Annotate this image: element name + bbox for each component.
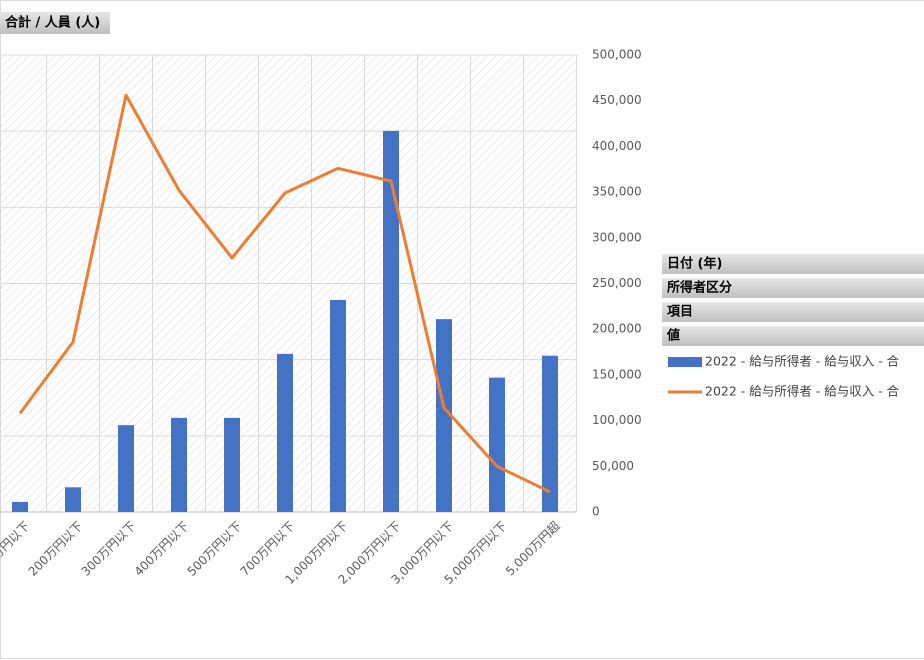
x-tick-label: 5,000万円超 [502,518,562,578]
bar [277,353,293,512]
bar [118,425,134,512]
bar [224,417,240,512]
bar [436,319,452,512]
y2-tick-label: 50,000 [592,459,634,473]
bar [12,501,28,512]
chart-title: 合計 / 人員 (人) [5,15,100,31]
x-tick-label: 500万円以下 [185,519,245,579]
legend-label: 2022 - 給与所得者 - 給与収入 - 合 [705,384,900,399]
line [18,93,551,494]
bar [330,299,346,512]
bar [489,377,505,512]
y2-tick-label: 150,000 [592,367,642,381]
field-button-label: 項目 [667,305,693,320]
y2-tick-label: 400,000 [592,139,642,153]
legend-swatch [668,357,702,367]
bar [383,130,399,512]
y2-tick-label: 200,000 [592,322,642,336]
field-button[interactable] [0,12,110,34]
bar [171,417,187,512]
x-tick-label: 200万円以下 [26,519,86,579]
bar [65,487,81,512]
y2-tick-label: 500,000 [592,48,642,62]
y2-tick-label: 100,000 [592,413,642,427]
y2-tick-label: 450,000 [592,93,642,107]
x-tick-label: 400万円以下 [132,519,192,579]
field-button[interactable] [662,326,924,346]
legend-label: 2022 - 給与所得者 - 給与収入 - 合 [705,354,900,369]
field-button[interactable] [662,278,924,298]
field-button[interactable] [662,302,924,322]
field-button-label: 日付 (年) [667,256,722,272]
x-tick-label: 300万円以下 [79,519,139,579]
y2-tick-label: 250,000 [592,276,642,290]
field-button[interactable] [662,254,924,274]
y2-tick-label: 350,000 [592,185,642,199]
field-button-label: 所得者区分 [667,280,732,296]
y2-tick-label: 0 [592,505,600,519]
y2-tick-label: 300,000 [592,230,642,244]
field-button-label: 値 [666,328,680,344]
bar [542,355,558,512]
